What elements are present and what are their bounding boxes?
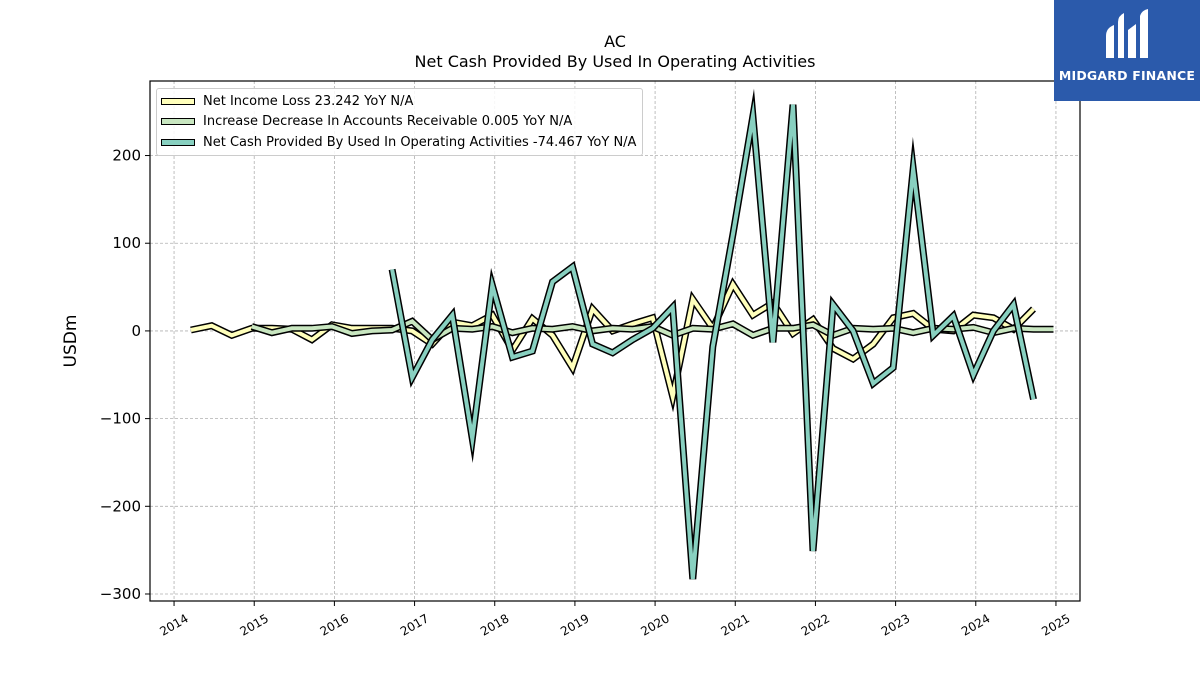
x-tick-label: 2023 — [879, 611, 912, 638]
series-line — [190, 280, 1035, 406]
x-tick-label: 2020 — [638, 611, 671, 638]
series-2 — [388, 88, 1037, 580]
x-tick-label: 2015 — [237, 611, 270, 638]
series-line — [390, 100, 1036, 580]
legend-label-net-income: Net Income Loss 23.242 YoY N/A — [203, 93, 414, 109]
y-axis-ticks: −300 −200 −100 0 100 200 — [100, 147, 150, 603]
y-tick-label: 100 — [112, 234, 141, 252]
x-tick-label: 2017 — [398, 611, 431, 638]
x-tick-label: 2014 — [157, 611, 190, 638]
series-outline — [190, 277, 1036, 413]
y-tick-label: −200 — [100, 497, 141, 515]
legend-item-accounts-receivable: Increase Decrease In Accounts Receivable… — [161, 112, 636, 133]
x-tick-label: 2025 — [1039, 611, 1072, 638]
grid-lines — [150, 81, 1080, 601]
x-tick-label: 2022 — [799, 611, 832, 638]
y-tick-label: 0 — [131, 322, 141, 340]
series-lines — [190, 88, 1054, 580]
series-0 — [190, 277, 1036, 413]
x-tick-label: 2018 — [478, 611, 511, 638]
y-tick-label: −300 — [100, 585, 141, 603]
brand-logo: MIDGARD FINANCE — [1054, 0, 1200, 101]
legend-swatch-operating-cash — [161, 138, 195, 146]
y-tick-label: 200 — [112, 147, 141, 165]
legend-item-operating-cash: Net Cash Provided By Used In Operating A… — [161, 132, 636, 153]
x-tick-label: 2021 — [719, 611, 752, 638]
x-tick-label: 2016 — [318, 611, 351, 638]
legend-label-operating-cash: Net Cash Provided By Used In Operating A… — [203, 134, 637, 150]
y-axis-label: USDm — [61, 315, 81, 368]
logo-text: MIDGARD FINANCE — [1058, 68, 1196, 83]
legend-item-net-income: Net Income Loss 23.242 YoY N/A — [161, 91, 636, 112]
legend-swatch-accounts-receivable — [161, 118, 195, 126]
logo-mark-icon — [1106, 9, 1148, 58]
legend-swatch-net-income — [161, 97, 195, 105]
y-tick-label: −100 — [100, 410, 141, 428]
x-tick-label: 2019 — [558, 611, 591, 638]
legend-label-accounts-receivable: Increase Decrease In Accounts Receivable… — [203, 114, 573, 130]
x-tick-label: 2024 — [959, 611, 992, 638]
chart-legend: Net Income Loss 23.242 YoY N/A Increase … — [156, 88, 644, 156]
chart-subtitle: Net Cash Provided By Used In Operating A… — [414, 52, 816, 71]
x-axis-ticks: 2014 2015 2016 2017 2018 2019 2020 2021 2022 2023… — [157, 601, 1073, 639]
plot-frame — [149, 80, 1081, 602]
chart-title: AC — [604, 32, 626, 51]
